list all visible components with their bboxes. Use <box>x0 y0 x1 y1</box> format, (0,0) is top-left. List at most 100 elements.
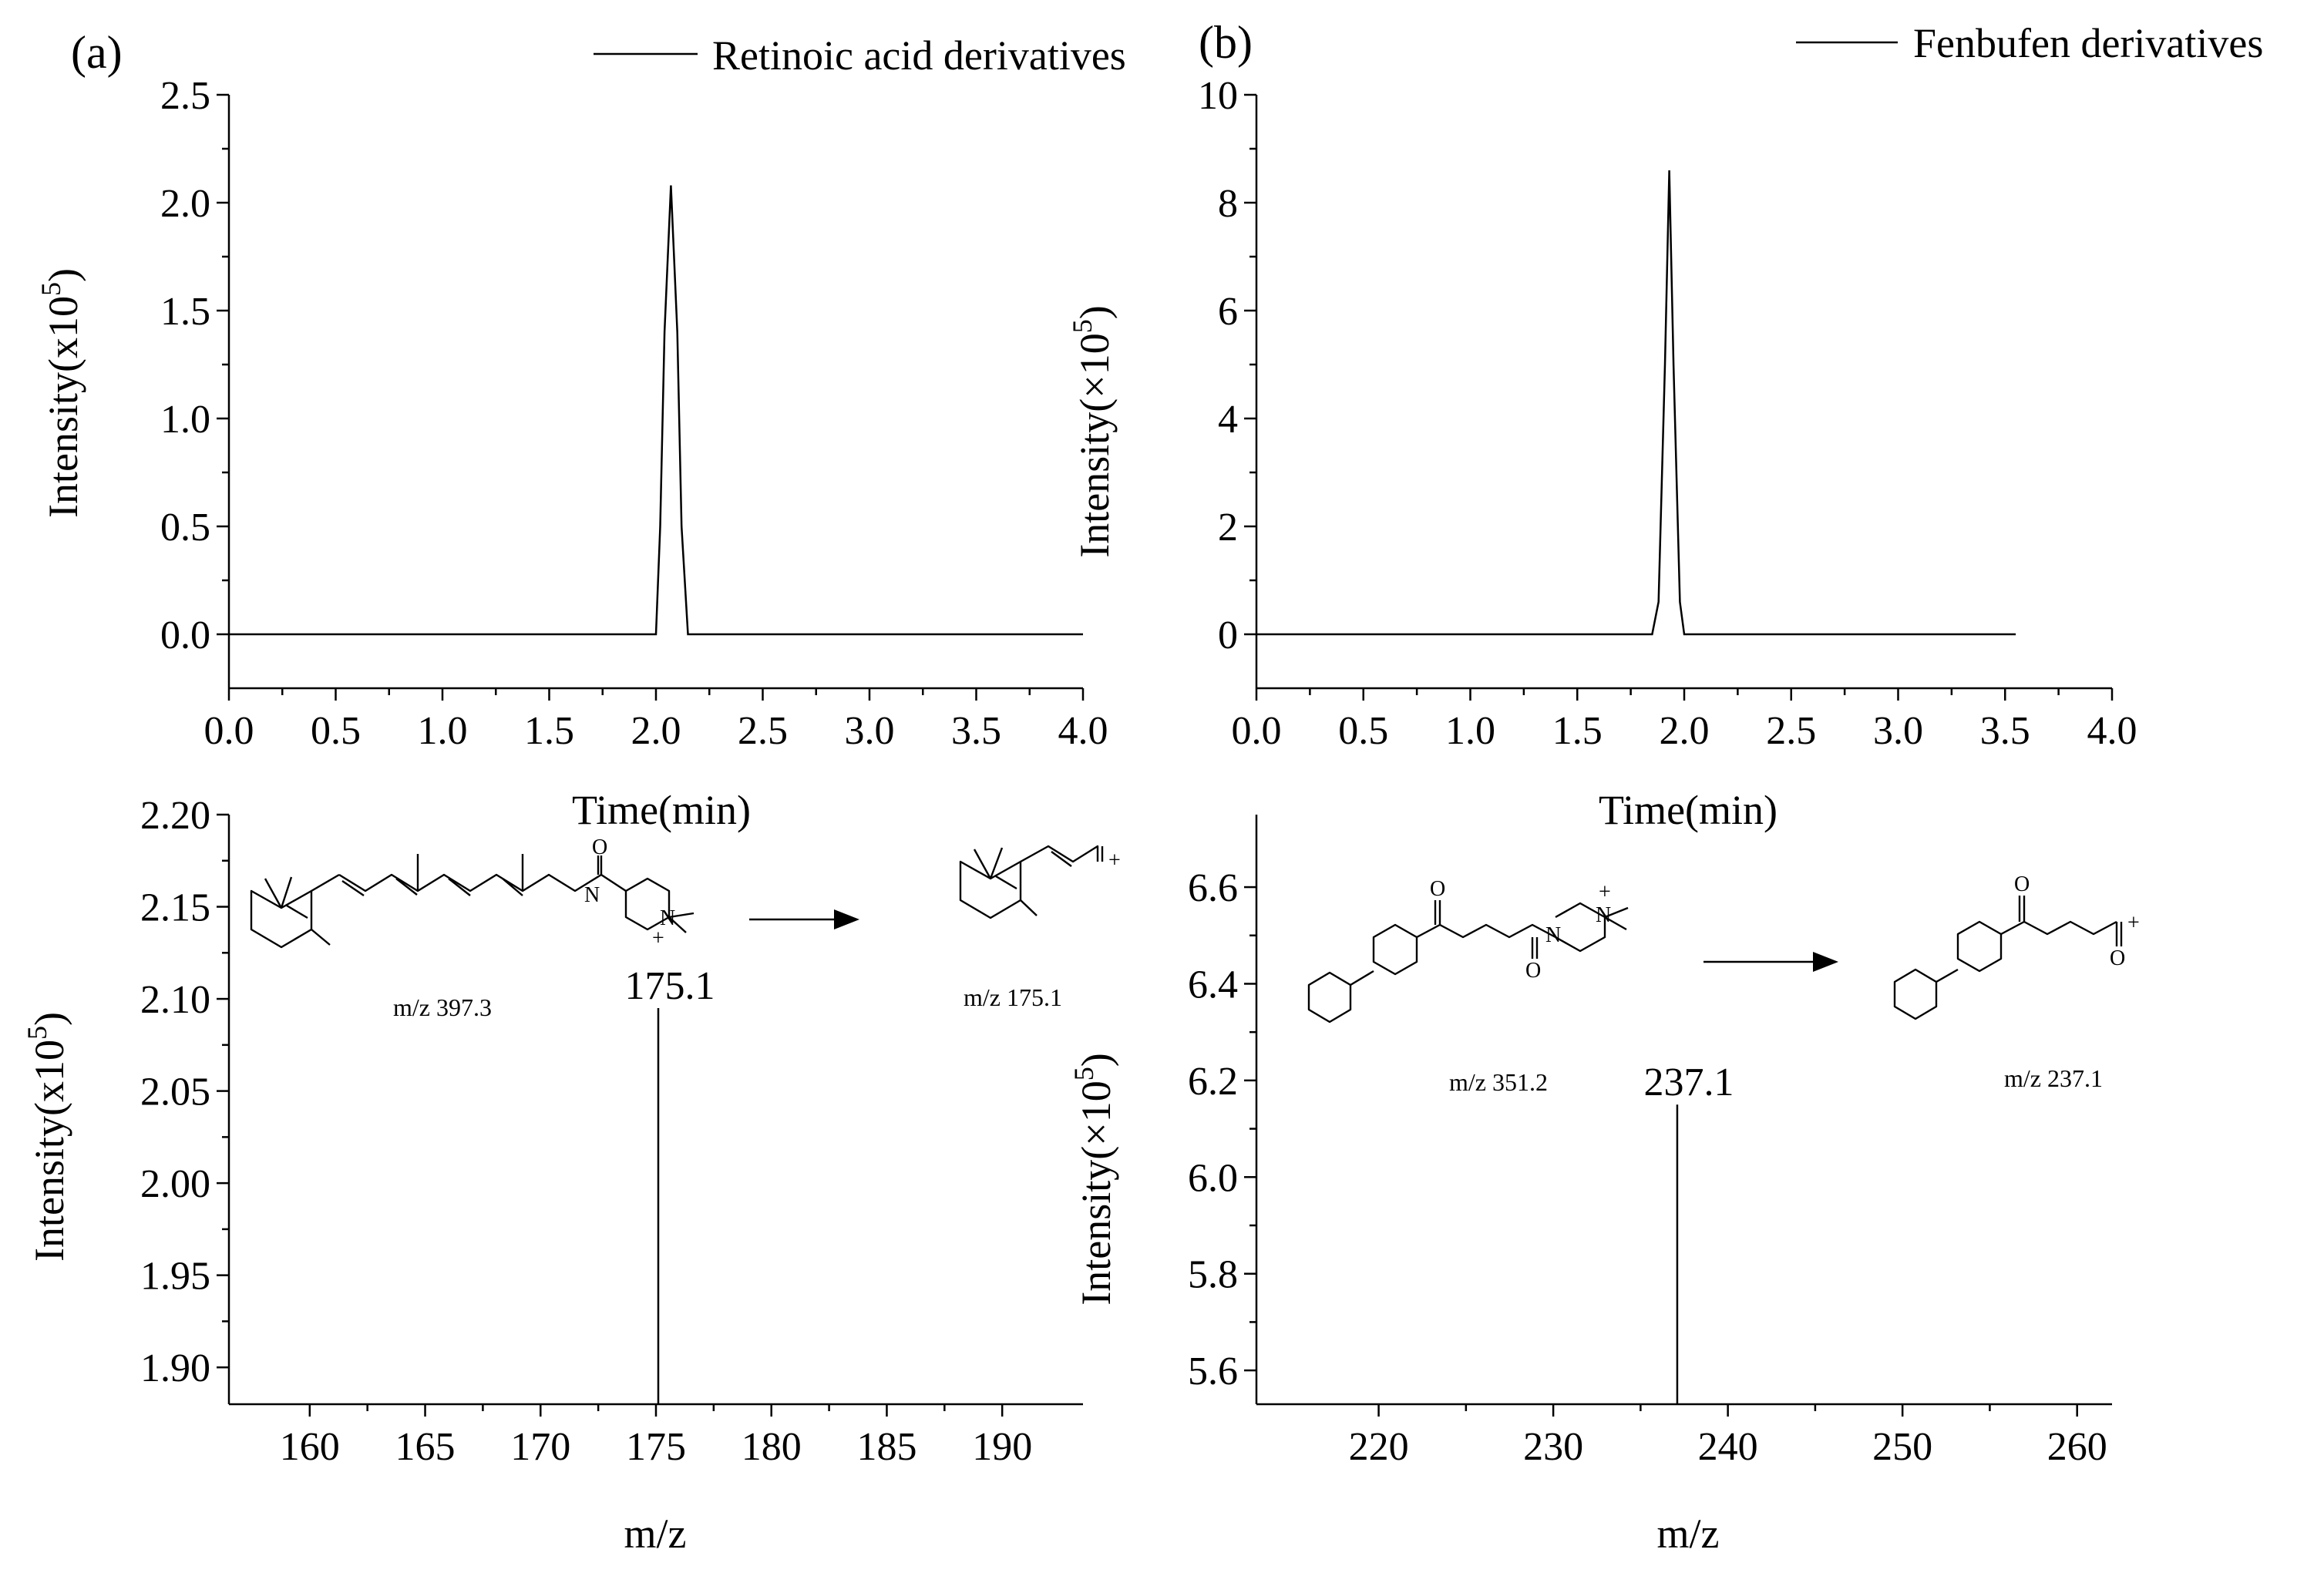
panel-a-mass-spectrum: 160 165 170 175 180 185 190 1.90 1.95 2.00 2.05 2.1… <box>22 794 1121 1557</box>
y-tick-label: 6.6 <box>1188 866 1238 910</box>
x-tick-label: 0.5 <box>311 709 361 753</box>
x-tick-label: 260 <box>2047 1425 2107 1469</box>
y-tick-label: 1.95 <box>140 1255 210 1299</box>
fenbufen-derivative-structure: O O N N + m/z 351.2 <box>1307 877 1629 1096</box>
x-tick-label: 4.0 <box>2087 709 2137 753</box>
y-tick-label: 6 <box>1218 290 1238 334</box>
x-tick-label: 170 <box>510 1425 570 1469</box>
x-tick-label: 0.0 <box>204 709 254 753</box>
panel-a-chrom-xlabel: Time(min) <box>572 787 751 833</box>
x-tick-label: 180 <box>742 1425 802 1469</box>
x-tick-label: 0.0 <box>1232 709 1282 753</box>
oxygen-atom-label: O <box>592 835 607 859</box>
positive-charge-label: + <box>652 926 664 950</box>
y-tick-label: 2 <box>1218 506 1238 550</box>
y-tick-label: 2.05 <box>140 1071 210 1114</box>
panel-b-chrom-axes: 0.0 0.5 1.0 1.5 2.0 2.5 3.0 3.5 4.0 0 2 4 6 8 10 <box>1198 74 2137 753</box>
fragment-237-structure: O O + m/z 237.1 <box>1893 872 2140 1092</box>
x-tick-label: 2.0 <box>1660 709 1710 753</box>
panel-b-ms-ylabel: Intensity(×105) <box>1068 1053 1119 1305</box>
y-tick-label: 2.5 <box>160 74 210 118</box>
positive-charge-label: + <box>1599 880 1611 904</box>
fragment-175-structure: + m/z 175.1 <box>959 845 1121 1011</box>
x-tick-label: 1.5 <box>1552 709 1603 753</box>
precursor-mz-label: m/z 351.2 <box>1449 1068 1548 1096</box>
x-tick-label: 1.5 <box>524 709 574 753</box>
fragment-mz-label: m/z 237.1 <box>2004 1064 2103 1092</box>
y-tick-label: 0 <box>1218 613 1238 657</box>
reaction-arrow <box>1703 952 1838 972</box>
peak-label: 175.1 <box>624 964 715 1008</box>
x-tick-label: 250 <box>1872 1425 1932 1469</box>
panel-a-ms-axes: 160 165 170 175 180 185 190 1.90 1.95 2.00 2.05 2.1… <box>140 794 1083 1469</box>
retinoic-acid-derivative-structure: O N N + m/z 397.3 <box>250 835 695 1021</box>
y-tick-label: 0.5 <box>160 506 210 550</box>
x-tick-label: 190 <box>972 1425 1032 1469</box>
x-tick-label: 3.0 <box>1873 709 1923 753</box>
x-tick-label: 240 <box>1698 1425 1758 1469</box>
precursor-mz-label: m/z 397.3 <box>393 993 492 1021</box>
x-tick-label: 175 <box>626 1425 686 1469</box>
peak-label: 237.1 <box>1643 1060 1734 1104</box>
x-tick-label: 0.5 <box>1338 709 1388 753</box>
x-tick-label: 3.5 <box>1980 709 2030 753</box>
fragment-mz-label: m/z 175.1 <box>964 983 1062 1011</box>
x-tick-label: 185 <box>856 1425 916 1469</box>
y-tick-label: 2.0 <box>160 182 210 226</box>
nitrogen-atom-label: N <box>584 883 600 907</box>
x-tick-label: 1.0 <box>418 709 468 753</box>
positive-charge-label: + <box>2127 911 2140 935</box>
panel-a-chrom-ylabel: Intensity(x105) <box>35 268 86 518</box>
panel-a-chrom-axes: 0.0 0.5 1.0 1.5 2.0 2.5 3.0 3.5 4.0 0.0 0.5 1.0 1.5 2… <box>160 74 1108 753</box>
nitrogen-atom-label: N <box>1596 903 1611 927</box>
oxygen-atom-label: O <box>2014 872 2030 896</box>
x-tick-label: 2.0 <box>631 709 681 753</box>
y-tick-label: 1.0 <box>160 398 210 442</box>
panel-b-ms-peaks: 237.1 <box>1643 1060 1734 1404</box>
panel-b-chromatogram: (b) Fenbufen derivatives 0.0 0.5 1.0 1.5 2.0… <box>1067 17 2263 833</box>
positive-charge-label: + <box>1108 849 1121 872</box>
x-tick-label: 160 <box>280 1425 340 1469</box>
y-tick-label: 1.90 <box>140 1346 210 1390</box>
oxygen-atom-label: O <box>1525 959 1541 983</box>
x-tick-label: 3.0 <box>845 709 895 753</box>
y-tick-label: 0.0 <box>160 613 210 657</box>
oxygen-atom-label: O <box>2110 946 2125 970</box>
y-tick-label: 6.4 <box>1188 963 1238 1007</box>
x-tick-label: 2.5 <box>738 709 788 753</box>
panel-b-ms-axes: 220 230 240 250 260 5.6 5.8 6.0 6.2 6.4 6.6 <box>1188 815 2112 1469</box>
legend-a-text: Retinoic acid derivatives <box>712 32 1126 79</box>
x-tick-label: 220 <box>1349 1425 1409 1469</box>
x-tick-label: 4.0 <box>1058 709 1108 753</box>
nitrogen-atom-label: N <box>660 906 675 930</box>
x-tick-label: 2.5 <box>1766 709 1816 753</box>
x-tick-label: 165 <box>395 1425 456 1469</box>
x-tick-label: 230 <box>1523 1425 1583 1469</box>
oxygen-atom-label: O <box>1430 877 1445 901</box>
retinoic-acid-series-line <box>229 185 1083 636</box>
panel-a-chromatogram: (a) Retinoic acid derivatives 0.0 0.5 1.0 1… <box>35 27 1126 833</box>
x-tick-label: 1.0 <box>1445 709 1495 753</box>
panel-a-label: (a) <box>71 27 123 78</box>
y-tick-label: 10 <box>1198 74 1238 118</box>
y-tick-label: 8 <box>1218 182 1238 226</box>
panel-a-ms-xlabel: m/z <box>624 1511 687 1557</box>
reaction-arrow <box>749 909 859 929</box>
y-tick-label: 5.6 <box>1188 1349 1238 1393</box>
y-tick-label: 4 <box>1218 398 1238 442</box>
y-tick-label: 2.10 <box>140 978 210 1022</box>
y-tick-label: 1.5 <box>160 290 210 334</box>
panel-a-ms-peaks: 175.1 <box>624 964 715 1404</box>
y-tick-label: 6.0 <box>1188 1156 1238 1200</box>
x-tick-label: 3.5 <box>951 709 1001 753</box>
y-tick-label: 5.8 <box>1188 1253 1238 1297</box>
panel-b-chrom-ylabel: Intensity(×105) <box>1067 305 1118 557</box>
legend-b-text: Fenbufen derivatives <box>1913 20 2263 66</box>
panel-a-ms-ylabel: Intensity(x105) <box>22 1012 72 1262</box>
y-tick-label: 2.20 <box>140 794 210 838</box>
panel-b-ms-xlabel: m/z <box>1657 1511 1720 1557</box>
fenbufen-series-line <box>1256 170 2016 636</box>
y-tick-label: 2.00 <box>140 1162 210 1206</box>
